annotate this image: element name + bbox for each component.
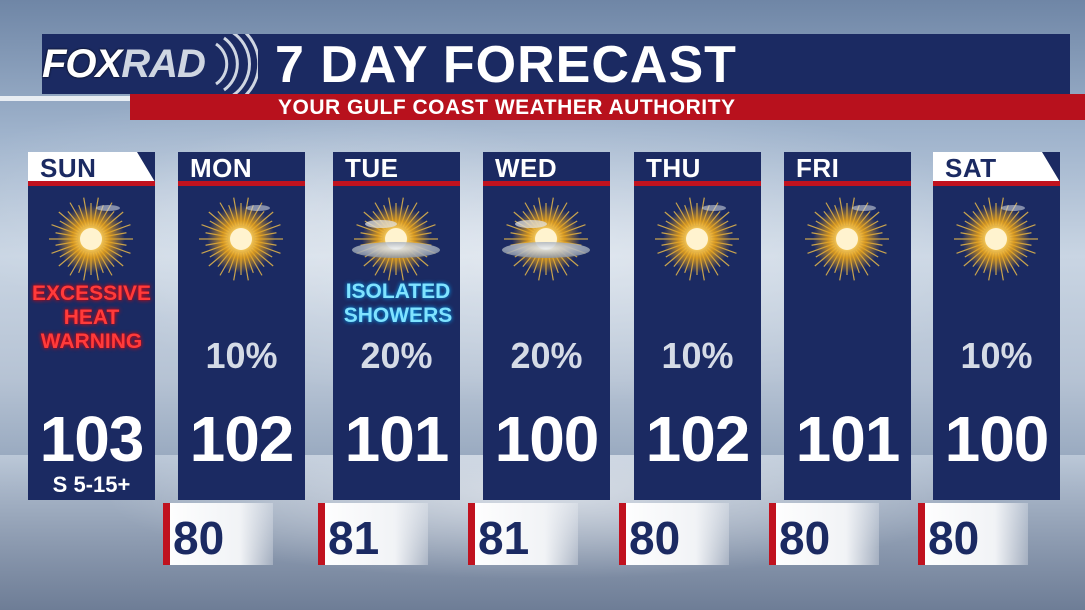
header-red-line [933,181,1060,186]
low-temp: 80 [173,512,225,564]
high-temp: 102 [189,403,295,475]
subtitle-bar: YOUR GULF COAST WEATHER AUTHORITY [130,94,1085,120]
day-header: MON [178,152,305,186]
day-name: THU [646,153,701,183]
header-red-line [483,181,610,186]
day-card-thu: THU 10% 102 [634,152,761,500]
header-corner-cut [1042,152,1060,182]
sun-icon [196,194,286,284]
warning-line: WARNING [40,330,143,353]
sun-icon [46,194,136,284]
day-header: SAT [933,152,1060,186]
high-temp: 102 [645,403,751,475]
day-card-sat: SAT 10% 100 [933,152,1060,500]
precip-chance: 10% [205,335,278,376]
header-accent-line [0,96,130,101]
partly-sunny-icon [501,194,591,284]
low-temp-card: 80 [163,503,273,565]
low-temp-marker [769,503,776,565]
radar-waves-icon [215,34,258,94]
logo-fox-text: FOX [42,42,122,86]
sun-icon [951,194,1041,284]
partly-sunny-icon [351,194,441,284]
header-red-line [178,181,305,186]
logo-rad-text: RAD [121,42,206,86]
day-header: WED [483,152,610,186]
precip-chance: 20% [510,335,583,376]
day-name: SAT [945,153,997,183]
warning-line: EXCESSIVE [31,282,152,305]
page-title: 7 DAY FORECAST [275,36,737,94]
day-header: FRI [784,152,911,186]
high-temp: 101 [344,403,450,475]
day-header: SUN [28,152,155,186]
day-card-fri: FRI 101 [784,152,911,500]
low-temp-marker [163,503,170,565]
description-line: SHOWERS [343,304,453,327]
low-temp-card: 80 [769,503,879,565]
header-red-line [28,181,155,186]
low-temp: 81 [478,512,530,564]
low-temp-marker [318,503,325,565]
subtitle: YOUR GULF COAST WEATHER AUTHORITY [278,96,736,119]
title-bar: FOXRAD 7 DAY FORECAST [42,34,1070,94]
day-header: TUE [333,152,460,186]
day-card-sun: SUN EXCESSIVE HEAT WARNING 103 S 5-15+ [28,152,155,500]
low-temp-marker [468,503,475,565]
high-temp: 103 [39,403,145,475]
low-temp-marker [918,503,925,565]
day-name: MON [190,153,253,183]
sun-icon [652,194,742,284]
station-logo: FOXRAD [42,34,258,94]
low-temp-marker [619,503,626,565]
day-name: SUN [40,153,97,183]
high-temp: 100 [944,403,1050,475]
day-card-mon: MON 10% 102 [178,152,305,500]
low-temp-card: 81 [468,503,578,565]
precip-chance: 10% [960,335,1033,376]
sun-icon [802,194,892,284]
precip-chance: 10% [661,335,734,376]
header-red-line [634,181,761,186]
forecast-description: ISOLATED SHOWERS [303,280,493,328]
description-line: ISOLATED [345,280,451,303]
low-temp: 80 [779,512,831,564]
header-corner-cut [137,152,155,182]
low-temp: 80 [629,512,681,564]
high-temp: 101 [795,403,901,475]
day-name: FRI [796,153,840,183]
day-name: WED [495,153,558,183]
day-card-wed: WED 20% 100 [483,152,610,500]
low-temp: 80 [928,512,980,564]
precip-chance: 20% [360,335,433,376]
low-temp-card: 81 [318,503,428,565]
high-temp: 100 [494,403,600,475]
warning-line: HEAT [63,306,120,329]
day-card-tue: TUE ISOLATED SHOWERS 20% 101 [333,152,460,500]
low-temp-card: 80 [619,503,729,565]
day-header: THU [634,152,761,186]
low-temp: 81 [328,512,380,564]
day-name: TUE [345,153,399,183]
wind: S 5-15+ [52,472,131,497]
heat-warning: EXCESSIVE HEAT WARNING [28,282,155,354]
header-red-line [333,181,460,186]
header-red-line [784,181,911,186]
low-temp-card: 80 [918,503,1028,565]
